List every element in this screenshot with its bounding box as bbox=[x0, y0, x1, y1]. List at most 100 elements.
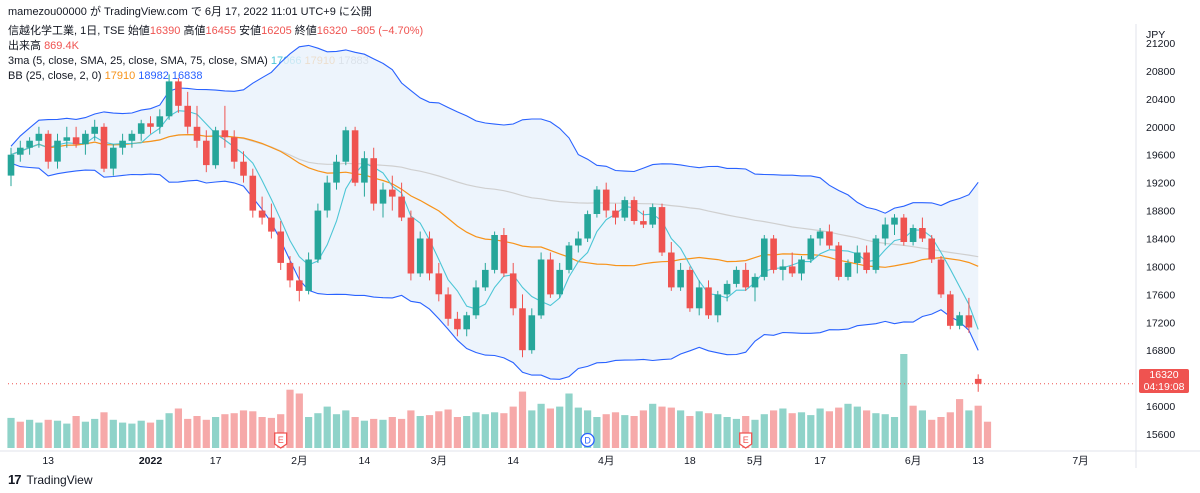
volume-bar bbox=[44, 419, 52, 448]
candle-body bbox=[798, 259, 805, 274]
close-value: 16320 bbox=[316, 25, 348, 37]
candle-body bbox=[974, 378, 982, 384]
candle-body bbox=[751, 276, 759, 288]
bb-fill-area bbox=[11, 45, 979, 380]
volume-bar bbox=[360, 420, 368, 448]
volume-bar bbox=[370, 418, 378, 448]
volume-bar bbox=[770, 410, 778, 448]
candle-body bbox=[165, 81, 173, 117]
candle-body bbox=[7, 154, 15, 176]
volume-bar bbox=[667, 407, 675, 448]
volume-bar bbox=[677, 410, 685, 448]
volume-bar bbox=[91, 418, 99, 448]
candle-body bbox=[575, 238, 582, 246]
tradingview-logo-text[interactable]: TradingView bbox=[26, 473, 93, 487]
tradingview-logo-icon[interactable]: 17 bbox=[8, 472, 22, 487]
candle-body bbox=[54, 140, 61, 162]
y-tick-label: 18800 bbox=[1146, 206, 1175, 218]
candle-body bbox=[947, 294, 954, 326]
bb-label[interactable]: BB (25, close, 2, 0) bbox=[8, 70, 102, 82]
volume-bar bbox=[732, 418, 740, 448]
x-tick-label: 2022 bbox=[139, 455, 163, 467]
footer: 17 TradingView bbox=[8, 470, 93, 490]
volume-bars bbox=[7, 354, 992, 448]
volume-bar bbox=[351, 417, 359, 448]
candle-body bbox=[668, 252, 675, 288]
ma-label[interactable]: 3ma (5, close, SMA, 25, close, SMA, 75, … bbox=[8, 55, 268, 67]
x-tick-label: 2月 bbox=[291, 455, 307, 467]
y-tick-label: 18400 bbox=[1146, 234, 1175, 246]
candle-body bbox=[17, 147, 24, 155]
volume-bar bbox=[156, 419, 164, 448]
high-value: 16455 bbox=[205, 25, 237, 37]
volume-bar bbox=[602, 414, 610, 448]
volume-label[interactable]: 出来高 bbox=[8, 40, 41, 52]
volume-bar bbox=[323, 406, 331, 448]
symbol-name[interactable]: 信越化学工業, 1日, TSE bbox=[8, 25, 125, 37]
volume-bar bbox=[425, 415, 434, 448]
volume-bar bbox=[249, 411, 257, 448]
volume-bar bbox=[714, 414, 722, 448]
volume-bar bbox=[844, 403, 852, 448]
candle-body bbox=[565, 245, 573, 270]
candle-body bbox=[649, 207, 656, 225]
candle-body bbox=[35, 133, 43, 141]
candle-body bbox=[695, 287, 703, 309]
candle-body bbox=[519, 308, 526, 351]
y-tick-label: 17200 bbox=[1146, 317, 1175, 329]
volume-bar bbox=[81, 421, 89, 448]
candle-body bbox=[872, 238, 880, 270]
candle-body bbox=[110, 147, 117, 169]
bollinger-bands bbox=[10, 44, 979, 380]
y-tick-label: 15600 bbox=[1146, 429, 1175, 441]
candle-body bbox=[733, 269, 740, 284]
candle-body bbox=[863, 252, 870, 270]
volume-bar bbox=[26, 419, 34, 448]
volume-bar bbox=[481, 414, 489, 448]
volume-bar bbox=[556, 406, 564, 448]
volume-bar bbox=[518, 391, 527, 448]
volume-bar bbox=[825, 411, 833, 448]
earnings-marker-label: E bbox=[743, 435, 749, 445]
currency-label: JPY bbox=[1146, 29, 1165, 41]
volume-bar bbox=[937, 417, 945, 448]
candle-body bbox=[835, 245, 842, 277]
x-tick-label: 3月 bbox=[431, 455, 447, 467]
volume-bar bbox=[63, 423, 71, 448]
y-tick-label: 20000 bbox=[1146, 122, 1175, 134]
volume-bar bbox=[342, 410, 350, 448]
last-price-tag: 16320 04:19:08 bbox=[1139, 369, 1189, 393]
candle-body bbox=[826, 231, 833, 246]
candle-body bbox=[91, 126, 98, 134]
candle-body bbox=[147, 123, 154, 127]
volume-bar bbox=[621, 415, 629, 448]
volume-bar bbox=[202, 419, 210, 448]
volume-bar bbox=[463, 416, 471, 448]
volume-bar bbox=[16, 421, 24, 448]
volume-bar bbox=[305, 417, 313, 448]
volume-bar bbox=[909, 405, 917, 448]
volume-bar bbox=[379, 419, 387, 448]
high-label: 高値 bbox=[183, 25, 206, 37]
bb-mid-value: 17910 bbox=[104, 70, 136, 82]
bar-countdown: 04:19:08 bbox=[1143, 381, 1185, 393]
candle-body bbox=[435, 273, 443, 295]
candle-body bbox=[844, 262, 852, 277]
volume-bar bbox=[546, 408, 554, 448]
candle-body bbox=[286, 262, 294, 281]
y-tick-label: 20400 bbox=[1146, 94, 1175, 106]
candles bbox=[7, 74, 982, 392]
candle-body bbox=[482, 269, 489, 288]
candle-body bbox=[491, 235, 498, 270]
candle-body bbox=[705, 287, 712, 316]
volume-bar bbox=[723, 417, 731, 448]
volume-bar bbox=[509, 406, 517, 448]
candle-body bbox=[416, 238, 424, 274]
x-tick-label: 5月 bbox=[747, 455, 763, 467]
volume-bar bbox=[295, 393, 303, 448]
y-tick-label: 16800 bbox=[1146, 345, 1175, 357]
candle-body bbox=[44, 133, 52, 162]
volume-bar bbox=[658, 406, 666, 448]
